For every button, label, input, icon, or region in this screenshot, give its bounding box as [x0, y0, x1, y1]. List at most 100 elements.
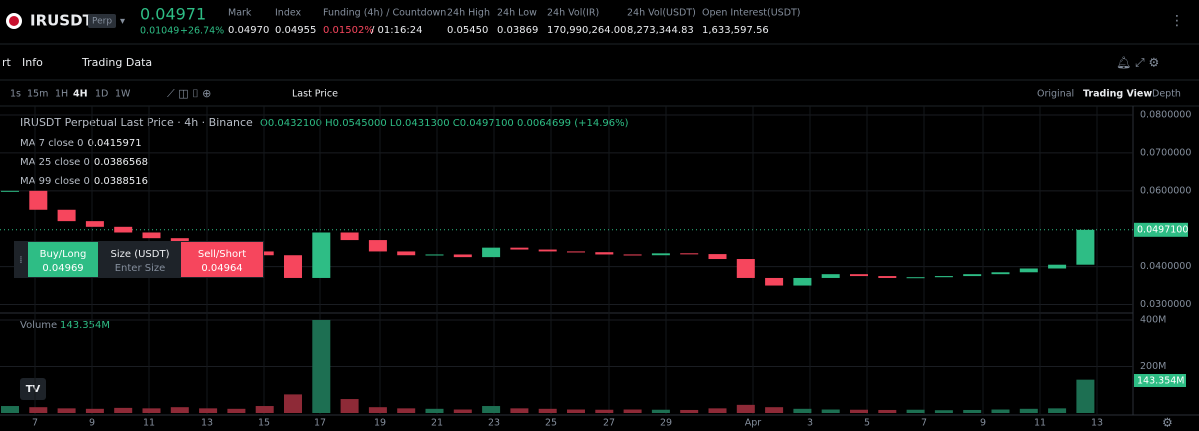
- volume-bar: [170, 407, 189, 413]
- price-type[interactable]: Last Price: [292, 89, 338, 100]
- symbol[interactable]: IRUSDT: [30, 12, 94, 30]
- x-tick-label: 23: [488, 418, 500, 429]
- volume-bar: [821, 409, 840, 413]
- x-tick-label: 13: [1091, 418, 1103, 429]
- volume-bar: [651, 409, 670, 413]
- x-tick-label: 19: [374, 418, 386, 429]
- tv-logo-text: TV: [26, 384, 41, 395]
- volume-bar: [906, 409, 925, 413]
- stat-label: 24h High: [447, 8, 490, 19]
- interval[interactable]: 1s: [10, 89, 21, 100]
- size-input[interactable]: Enter Size: [115, 263, 166, 274]
- x-tick-label: 13: [201, 418, 213, 429]
- candle: [453, 254, 472, 258]
- candle: [821, 274, 840, 278]
- tab[interactable]: Info: [22, 56, 43, 69]
- stat-extra: / 01:16:24: [371, 25, 422, 36]
- x-tick-label: 11: [1034, 418, 1046, 429]
- interval[interactable]: 1D: [95, 89, 108, 100]
- candle: [963, 274, 982, 277]
- change-pct: +26.74%: [180, 26, 224, 37]
- icons[interactable]: 🔔︎ ⤢ ⚙︎: [1116, 56, 1159, 70]
- stat-value: 0.04970: [228, 25, 269, 36]
- x-tick-label: Apr: [745, 418, 762, 429]
- stat-value: 0.01502%: [323, 25, 374, 36]
- tv-logo: [20, 378, 46, 400]
- tab[interactable]: rt: [2, 56, 12, 69]
- view-tab[interactable]: Original: [1037, 89, 1074, 100]
- candle: [255, 251, 274, 256]
- candle: [57, 209, 76, 222]
- volume-bar: [227, 408, 246, 413]
- x-tick-label: 11: [143, 418, 155, 429]
- ma-label: MA 25 close 0: [20, 157, 90, 168]
- tab[interactable]: Trading Data: [81, 56, 152, 69]
- volume-label: Volume: [20, 320, 57, 331]
- volume-bar: [397, 408, 416, 413]
- x-tick-label: 9: [980, 418, 986, 429]
- volume-bar: [793, 408, 812, 413]
- x-tick-label: 5: [864, 418, 870, 429]
- candle: [793, 277, 812, 286]
- volume-bar: [1, 406, 19, 413]
- interval[interactable]: 15m: [27, 89, 48, 100]
- drag-handle[interactable]: ⁞: [19, 255, 22, 266]
- interval[interactable]: 1W: [115, 89, 131, 100]
- volume-bar: [680, 409, 699, 413]
- sell-price[interactable]: 0.04964: [201, 263, 242, 274]
- volume-bar: [340, 399, 359, 413]
- volume-bar: [595, 409, 614, 413]
- y-tick-label: 0.0400000: [1140, 261, 1191, 272]
- y-tick-label: 0.0300000: [1140, 299, 1191, 310]
- x-tick-label: 7: [921, 418, 927, 429]
- view-tab[interactable]: Depth: [1152, 89, 1181, 100]
- badge: Perp: [92, 17, 112, 27]
- x-tick-label: 9: [89, 418, 95, 429]
- sell-label[interactable]: Sell/Short: [198, 249, 246, 260]
- buy-label[interactable]: Buy/Long: [40, 249, 87, 260]
- candle: [878, 276, 897, 278]
- ma-label: MA 99 close 0: [20, 176, 90, 187]
- volume-bar: [142, 408, 161, 413]
- candle: [85, 221, 104, 227]
- candle: [1048, 264, 1067, 269]
- stat-label: 24h Vol(IR): [547, 8, 599, 19]
- volume-value: 143.354M: [60, 320, 110, 331]
- buy-button[interactable]: [28, 242, 98, 277]
- badge-bg: [88, 14, 116, 28]
- buy-price[interactable]: 0.04969: [42, 263, 83, 274]
- candle: [736, 259, 755, 278]
- volume-bar: [368, 407, 387, 413]
- x-tick-label: 27: [603, 418, 615, 429]
- volume-bar: [1019, 408, 1038, 413]
- candle: [623, 254, 642, 256]
- settings-icon[interactable]: ⚙︎: [1162, 416, 1173, 430]
- menu-icon[interactable]: ⋮: [1170, 13, 1184, 29]
- candle: [1019, 268, 1038, 273]
- x-tick-label: 15: [258, 418, 270, 429]
- candle: [114, 226, 133, 233]
- interval[interactable]: 1H: [55, 89, 68, 100]
- volume-bar: [991, 409, 1010, 413]
- volume-bar: [567, 409, 585, 413]
- stat-value: 0.05450: [447, 25, 488, 36]
- tool-icons[interactable]: ⟋ ◫ ⌷ ⊕: [167, 87, 211, 100]
- candle: [850, 274, 868, 277]
- candle: [538, 249, 557, 252]
- candle: [284, 255, 302, 278]
- candle: [651, 253, 670, 256]
- interval[interactable]: 4H: [73, 89, 88, 100]
- stat-label: 24h Vol(USDT): [627, 8, 696, 19]
- order-panel: Buy/Long 0.04969 Size (USDT) Enter Size …: [14, 241, 264, 278]
- dropdown-arrow[interactable]: ▾: [120, 16, 125, 27]
- view-tab[interactable]: Trading View: [1083, 89, 1152, 100]
- ma-value: 0.0415971: [88, 138, 142, 149]
- sell-button[interactable]: [181, 242, 263, 277]
- candle: [510, 247, 529, 250]
- stat-label: Index: [275, 8, 302, 19]
- volume-bar: [114, 407, 133, 413]
- volume-bar: [623, 409, 642, 413]
- volume-bar: [510, 408, 529, 413]
